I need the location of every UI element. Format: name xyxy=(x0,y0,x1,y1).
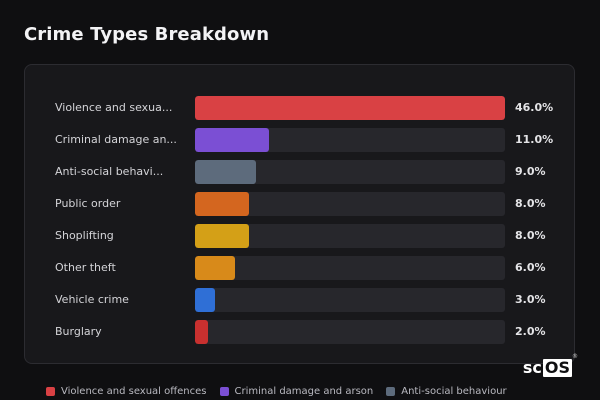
bar-track xyxy=(195,224,505,248)
page-title: Crime Types Breakdown xyxy=(24,24,270,45)
bar-row: Violence and sexua... 46.0% xyxy=(25,96,574,120)
chart-legend: Violence and sexual offences Criminal dam… xyxy=(46,386,507,397)
category-label: Public order xyxy=(55,197,121,210)
bar-row: Anti-social behavi... 9.0% xyxy=(25,160,574,184)
value-label: 2.0% xyxy=(515,325,546,338)
bar xyxy=(195,224,249,248)
bar xyxy=(195,320,208,344)
legend-label: Violence and sexual offences xyxy=(61,386,207,397)
category-label: Shoplifting xyxy=(55,229,114,242)
value-label: 6.0% xyxy=(515,261,546,274)
category-label: Vehicle crime xyxy=(55,293,129,306)
value-label: 8.0% xyxy=(515,229,546,242)
value-label: 3.0% xyxy=(515,293,546,306)
bar-row: Shoplifting 8.0% xyxy=(25,224,574,248)
legend-swatch xyxy=(46,387,55,396)
watermark-prefix: sc xyxy=(522,358,542,377)
watermark-logo: sc OS ® xyxy=(522,353,578,377)
legend-label: Criminal damage and arson xyxy=(234,386,374,397)
bar-row: Criminal damage an... 11.0% xyxy=(25,128,574,152)
chart-panel: Violence and sexua... 46.0% Criminal damag… xyxy=(24,64,575,364)
legend-item: Anti-social behaviour xyxy=(386,386,507,397)
value-label: 9.0% xyxy=(515,165,546,178)
category-label: Burglary xyxy=(55,325,102,338)
bar-track xyxy=(195,256,505,280)
category-label: Violence and sexua... xyxy=(55,101,173,114)
bar-track xyxy=(195,160,505,184)
bar xyxy=(195,160,256,184)
value-label: 11.0% xyxy=(515,133,554,146)
bar-row: Other theft 6.0% xyxy=(25,256,574,280)
bar xyxy=(195,192,249,216)
category-label: Other theft xyxy=(55,261,116,274)
legend-label: Anti-social behaviour xyxy=(401,386,507,397)
category-label: Criminal damage an... xyxy=(55,133,177,146)
bar-track xyxy=(195,288,505,312)
bar xyxy=(195,288,215,312)
category-label: Anti-social behavi... xyxy=(55,165,164,178)
bar xyxy=(195,128,269,152)
bar-row: Burglary 2.0% xyxy=(25,320,574,344)
watermark-boxed: OS xyxy=(542,357,572,377)
legend-swatch xyxy=(219,387,229,396)
legend-item: Criminal damage and arson xyxy=(219,386,374,397)
bar xyxy=(195,96,505,120)
bar-track xyxy=(195,128,505,152)
bar xyxy=(195,256,235,280)
bar-track xyxy=(195,192,505,216)
legend-swatch xyxy=(386,387,396,396)
bar-track xyxy=(195,320,505,344)
value-label: 46.0% xyxy=(515,101,554,114)
legend-item: Violence and sexual offences xyxy=(46,386,207,397)
watermark-registered: ® xyxy=(572,353,578,360)
bar-row: Vehicle crime 3.0% xyxy=(25,288,574,312)
bar-track xyxy=(195,96,505,120)
bar-row: Public order 8.0% xyxy=(25,192,574,216)
value-label: 8.0% xyxy=(515,197,546,210)
